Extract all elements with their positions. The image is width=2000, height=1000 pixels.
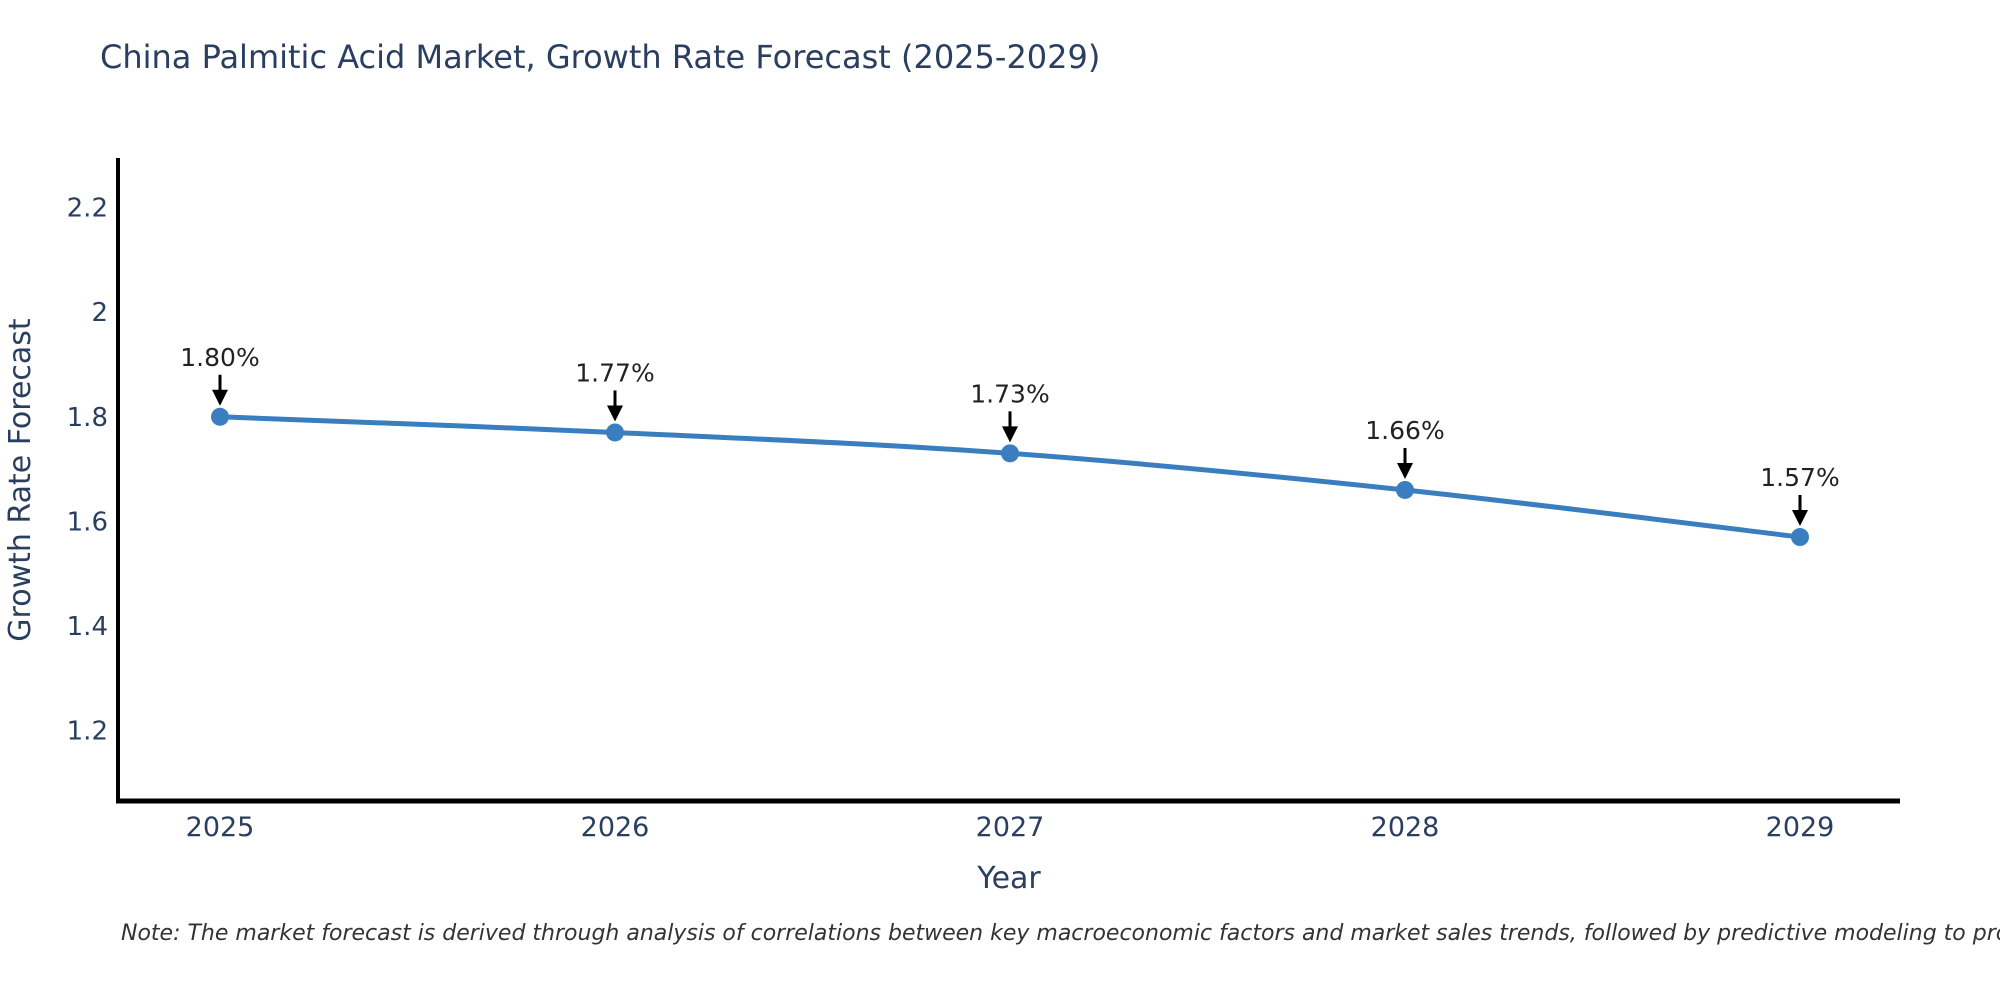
data-point-2026	[606, 423, 624, 442]
chart-title: China Palmitic Acid Market, Growth Rate …	[100, 38, 1101, 76]
x-tick-label: 2028	[1371, 812, 1440, 843]
note-text: Note: The market forecast is derived thr…	[121, 921, 2000, 946]
y-tick-label: 2	[91, 298, 108, 328]
data-point-2029	[1791, 528, 1809, 547]
y-tick-label: 1.6	[67, 507, 108, 537]
y-axis-title: Growth Rate Forecast	[3, 318, 38, 642]
y-tick-label: 2.2	[67, 194, 108, 224]
data-point-2025	[211, 407, 229, 426]
x-tick-label: 2029	[1766, 812, 1835, 843]
y-tick-label: 1.8	[67, 403, 108, 433]
x-tick-label: 2027	[976, 812, 1045, 843]
annotation-arrowhead	[212, 389, 228, 406]
annotation-arrowhead	[1002, 426, 1018, 443]
annotation-arrowhead	[607, 405, 623, 422]
y-tick-label: 1.2	[67, 716, 108, 746]
x-tick-label: 2026	[581, 812, 650, 843]
annotation-arrowhead	[1792, 510, 1808, 527]
annotation-label: 1.80%	[180, 343, 259, 372]
annotation-label: 1.57%	[1760, 463, 1839, 492]
data-point-2027	[1001, 444, 1019, 463]
annotation-label: 1.73%	[970, 379, 1049, 408]
y-tick-label: 1.4	[67, 612, 108, 642]
annotation-arrowhead	[1397, 462, 1413, 479]
annotation-label: 1.66%	[1365, 416, 1444, 445]
x-tick-label: 2025	[186, 812, 255, 843]
annotation-label: 1.77%	[575, 358, 654, 387]
x-axis-title: Year	[976, 861, 1041, 896]
data-point-2028	[1396, 480, 1414, 499]
